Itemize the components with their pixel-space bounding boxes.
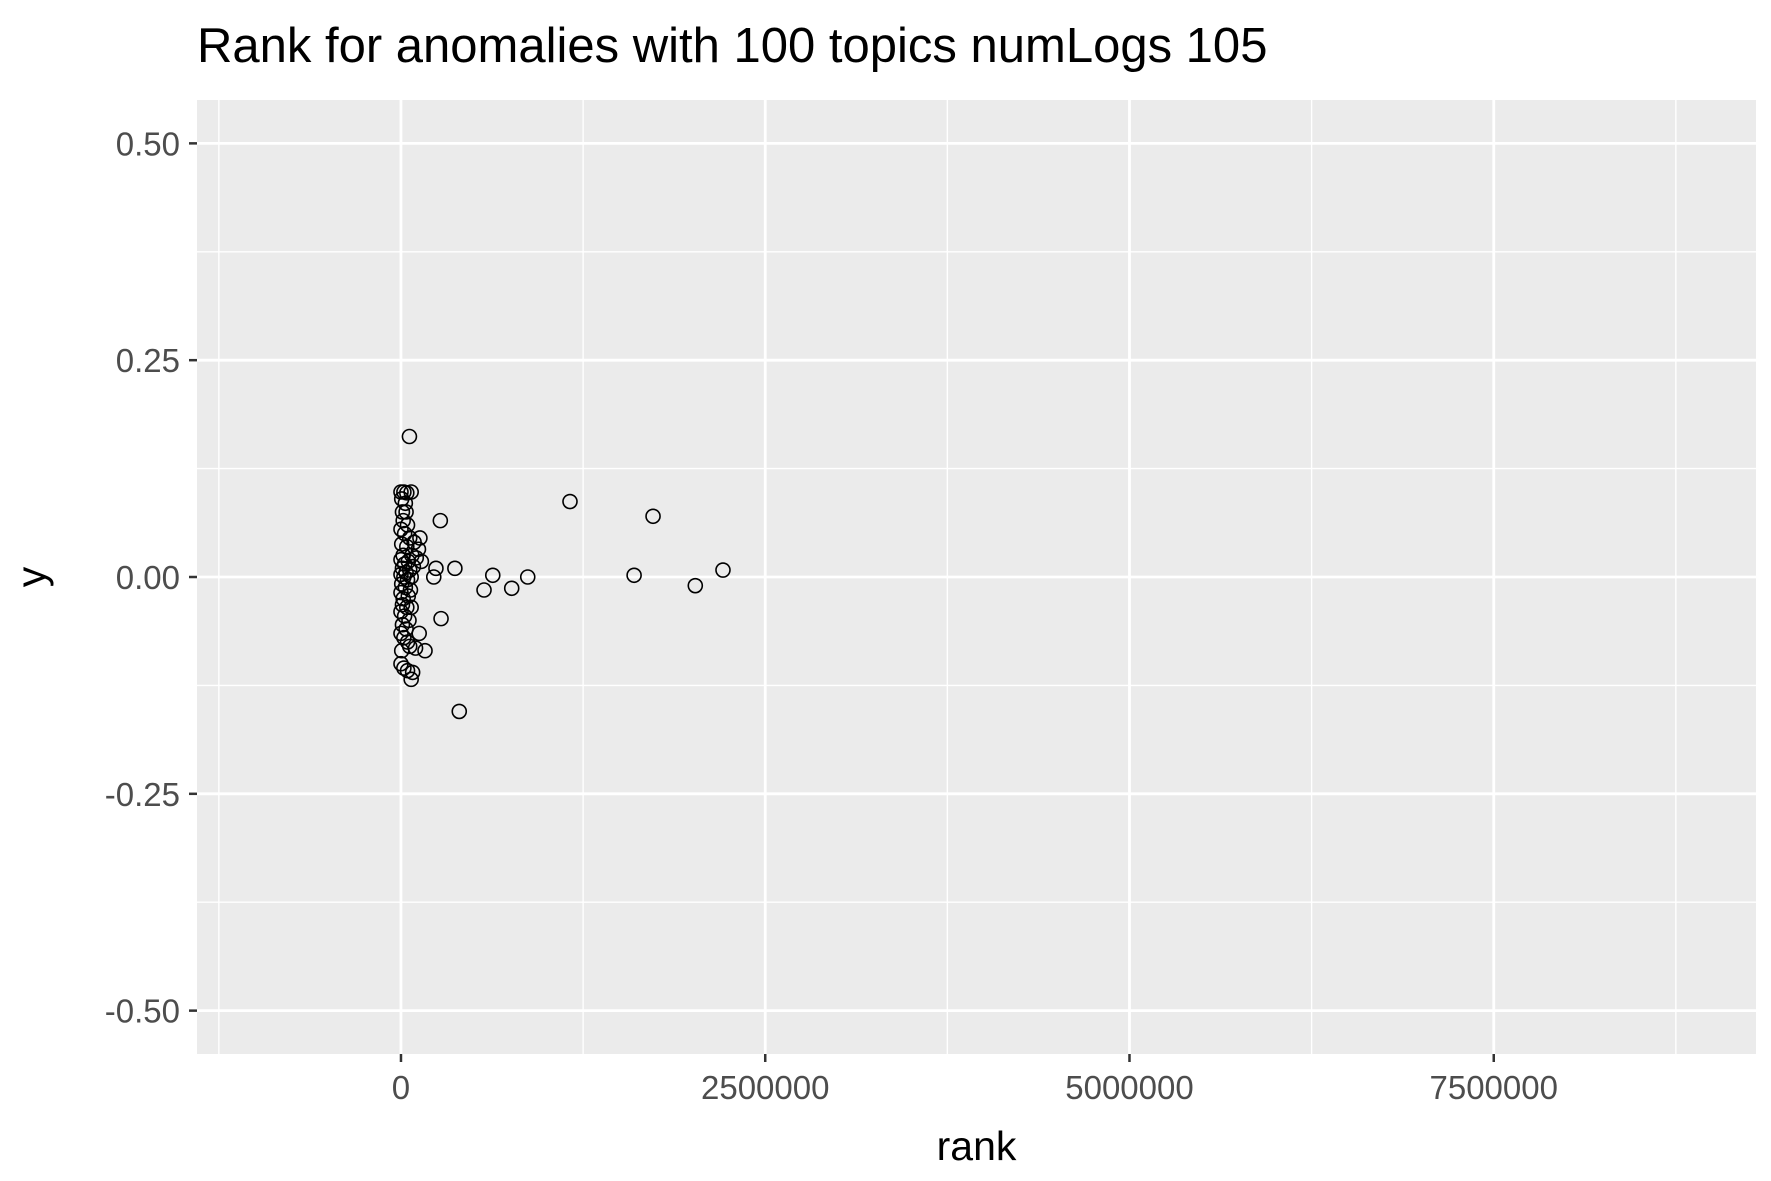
data-point bbox=[562, 493, 578, 510]
data-point bbox=[645, 508, 661, 525]
data-point bbox=[519, 569, 536, 585]
data-point bbox=[425, 569, 442, 585]
x-tick-label: 7500000 bbox=[1429, 1069, 1557, 1106]
data-point bbox=[393, 603, 409, 620]
x-tick-label: 5000000 bbox=[1065, 1069, 1193, 1106]
x-tick-label: 2500000 bbox=[701, 1069, 829, 1106]
data-point bbox=[417, 642, 433, 659]
data-point bbox=[401, 428, 418, 445]
data-point bbox=[394, 504, 411, 520]
data-point bbox=[404, 664, 421, 681]
data-points bbox=[393, 428, 731, 720]
chart-title: Rank for anomalies with 100 topics numLo… bbox=[197, 19, 1267, 73]
data-point bbox=[395, 512, 411, 529]
data-point bbox=[433, 610, 449, 627]
data-point bbox=[397, 495, 414, 512]
data-point bbox=[715, 562, 731, 578]
data-point bbox=[396, 569, 412, 585]
data-point bbox=[447, 560, 463, 577]
data-point bbox=[432, 512, 449, 529]
data-point bbox=[393, 642, 410, 659]
data-point bbox=[396, 660, 412, 676]
data-point bbox=[398, 504, 414, 520]
data-point bbox=[399, 538, 415, 555]
y-tick-label: -0.50 bbox=[105, 993, 180, 1030]
data-point bbox=[428, 560, 444, 577]
data-point bbox=[476, 582, 492, 598]
data-point bbox=[403, 671, 419, 688]
data-point bbox=[411, 625, 427, 642]
y-tick-label: 0.00 bbox=[116, 559, 180, 596]
data-point bbox=[503, 580, 520, 597]
data-point bbox=[401, 638, 418, 655]
data-point bbox=[413, 553, 430, 570]
y-tick-label: 0.25 bbox=[116, 342, 180, 379]
data-point bbox=[484, 567, 501, 584]
x-tick-label: 0 bbox=[392, 1069, 410, 1106]
y-tick-label: -0.25 bbox=[105, 776, 180, 813]
data-point bbox=[396, 608, 413, 624]
y-tick-label: 0.50 bbox=[116, 125, 180, 162]
data-point bbox=[626, 567, 642, 584]
data-point bbox=[451, 703, 468, 720]
x-axis-ticks: 0 2500000 5000000 7500000 bbox=[392, 1054, 1558, 1106]
data-point bbox=[401, 530, 418, 546]
data-point bbox=[687, 577, 704, 594]
y-axis-ticks: 0.50 0.25 0.00 -0.25 -0.50 bbox=[105, 125, 197, 1030]
x-axis-title: rank bbox=[937, 1123, 1017, 1169]
y-axis-title: y bbox=[8, 566, 54, 587]
data-point bbox=[394, 616, 411, 633]
